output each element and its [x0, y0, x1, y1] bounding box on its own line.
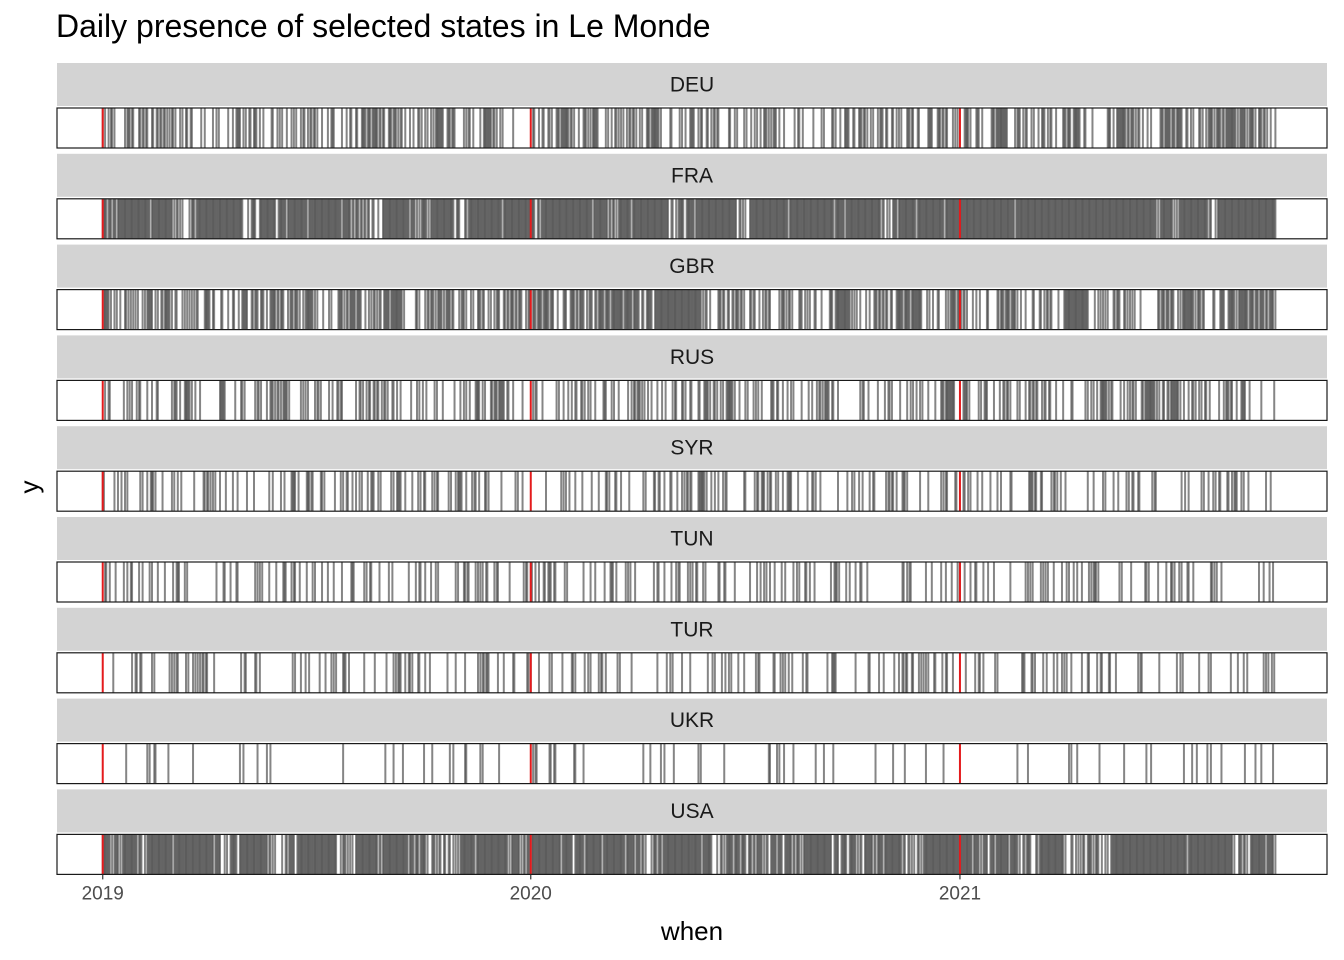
facet-panel-border: [56, 561, 1328, 603]
facet-rus: RUS: [56, 335, 1328, 421]
facet-panel-bg: [57, 652, 1327, 693]
facet-label: RUS: [670, 346, 714, 369]
day-marks: [101, 834, 1277, 875]
facet-usa: USA: [56, 789, 1328, 876]
facet-label: TUN: [670, 528, 713, 551]
facet-gbr: GBR: [56, 244, 1328, 331]
facet-fra: FRA: [56, 153, 1328, 240]
x-tick-label: 2021: [939, 883, 981, 904]
facet-strip: [57, 335, 1327, 379]
facet-panel-border: [56, 470, 1328, 512]
facet-label: TUR: [670, 618, 713, 641]
y-axis-title: y: [14, 481, 44, 494]
day-marks: [101, 471, 1272, 512]
facet-label: DEU: [670, 74, 714, 97]
facet-panel-border: [56, 652, 1328, 694]
x-tick-label: 2019: [82, 883, 124, 904]
facet-panel-bg: [57, 743, 1327, 784]
facet-strip: [57, 63, 1327, 106]
facet-panel-border: [56, 107, 1328, 149]
day-marks: [104, 562, 1275, 602]
x-tick-label: 2020: [510, 883, 552, 904]
facet-panels: DEU FRA GBR RUS SYR TUN TUR UKR USA: [56, 63, 1328, 876]
facet-strip: [57, 426, 1327, 470]
facet-panel-border: [56, 198, 1328, 240]
day-marks: [112, 652, 1276, 693]
facet-strip: [57, 153, 1327, 197]
facet-label: USA: [670, 800, 713, 823]
facet-label: FRA: [671, 164, 713, 187]
facet-ukr: UKR: [56, 698, 1328, 785]
facet-label: GBR: [669, 255, 715, 278]
facet-syr: SYR: [56, 426, 1328, 512]
facet-panel-border: [56, 742, 1328, 785]
facet-strip: [57, 607, 1327, 651]
facet-strip: [57, 517, 1327, 560]
day-marks: [102, 289, 1277, 330]
facet-panel-border: [56, 379, 1328, 421]
facet-label: SYR: [670, 437, 713, 460]
chart-title: Daily presence of selected states in Le …: [56, 8, 711, 44]
day-marks: [101, 108, 1277, 148]
facet-panel-border: [56, 833, 1328, 876]
facet-strip: [57, 244, 1327, 288]
facet-strip: [57, 789, 1327, 833]
x-axis: 2019 2020 2021: [82, 874, 981, 904]
facet-tur: TUR: [56, 607, 1328, 694]
facet-panel-border: [56, 289, 1328, 331]
x-axis-title: when: [660, 916, 723, 946]
facet-strip: [57, 698, 1327, 742]
facet-label: UKR: [670, 709, 714, 732]
facet-deu: DEU: [56, 63, 1328, 149]
facet-tun: TUN: [56, 517, 1328, 603]
day-marks: [101, 198, 1277, 239]
day-marks: [104, 380, 1276, 421]
day-marks: [125, 743, 1275, 784]
